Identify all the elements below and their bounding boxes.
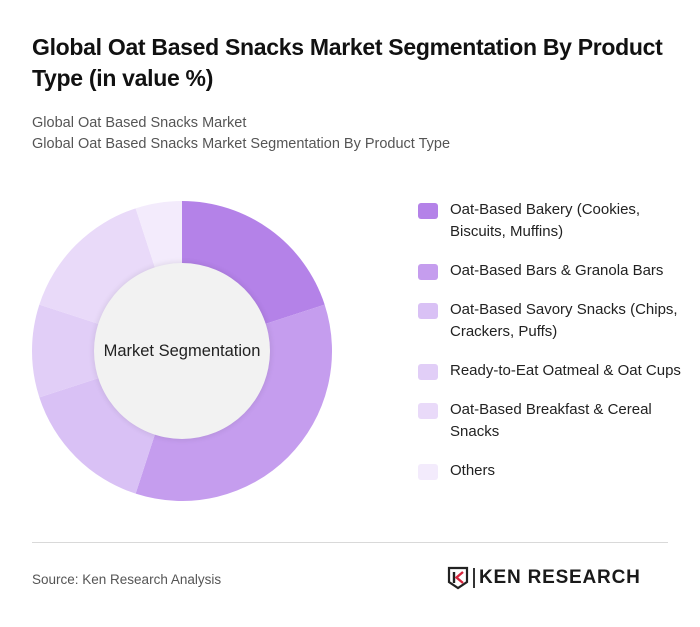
source-note: Source: Ken Research Analysis <box>32 572 222 587</box>
logo-text: KEN RESEARCH <box>479 567 641 588</box>
legend-label: Oat-Based Bars & Granola Bars <box>450 262 664 279</box>
logo-separator <box>473 568 475 588</box>
legend-item: Oat-Based Bakery (Cookies, Biscuits, Muf… <box>418 199 688 243</box>
legend-item: Oat-Based Breakfast & Cereal Snacks <box>418 399 688 443</box>
legend-item: Others <box>418 460 688 482</box>
legend-label: Oat-Based Savory Snacks (Chips, Crackers… <box>450 301 678 340</box>
legend-label: Oat-Based Breakfast & Cereal Snacks <box>450 401 652 440</box>
subtitle-line-2: Global Oat Based Snacks Market Segmentat… <box>32 136 451 152</box>
ken-research-logo-icon <box>447 566 469 590</box>
chart-title: Global Oat Based Snacks Market Segmentat… <box>32 34 663 91</box>
legend-swatch <box>418 403 438 419</box>
legend-label: Ready-to-Eat Oatmeal & Oat Cups <box>450 362 681 379</box>
legend-item: Ready-to-Eat Oatmeal & Oat Cups <box>418 360 688 382</box>
chart-subtitle: Global Oat Based Snacks Market Global Oa… <box>32 113 450 155</box>
legend-swatch <box>418 364 438 380</box>
legend: Oat-Based Bakery (Cookies, Biscuits, Muf… <box>418 199 688 499</box>
legend-label: Oat-Based Bakery (Cookies, Biscuits, Muf… <box>450 201 641 240</box>
donut-center <box>94 263 270 439</box>
legend-label: Others <box>450 462 496 479</box>
legend-swatch <box>418 464 438 480</box>
footer-divider <box>32 542 668 543</box>
legend-item: Oat-Based Bars & Granola Bars <box>418 260 688 282</box>
ken-research-logo: KEN RESEARCH <box>447 566 641 590</box>
donut-chart <box>32 201 332 501</box>
subtitle-line-1: Global Oat Based Snacks Market <box>32 115 247 131</box>
legend-item: Oat-Based Savory Snacks (Chips, Crackers… <box>418 299 688 343</box>
legend-swatch <box>418 203 438 219</box>
legend-swatch <box>418 303 438 319</box>
legend-swatch <box>418 264 438 280</box>
